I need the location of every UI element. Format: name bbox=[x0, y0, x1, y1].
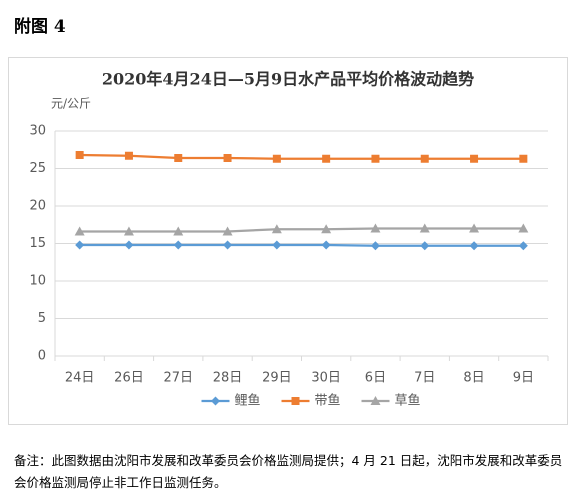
x-tick-label: 24日 bbox=[65, 371, 95, 386]
point bbox=[123, 226, 134, 236]
point bbox=[370, 223, 381, 233]
point bbox=[470, 154, 479, 163]
point bbox=[518, 241, 528, 251]
legend-marker bbox=[291, 397, 300, 405]
point bbox=[223, 240, 233, 250]
heading: 附图 4 bbox=[14, 17, 66, 37]
y-tick-label: 15 bbox=[29, 236, 46, 251]
point bbox=[75, 240, 85, 250]
y-tick-label: 0 bbox=[38, 349, 46, 364]
point bbox=[174, 154, 183, 162]
point bbox=[271, 224, 282, 234]
x-tick-label: 9日 bbox=[513, 371, 534, 386]
point bbox=[75, 151, 84, 159]
series-line bbox=[79, 153, 524, 160]
point bbox=[173, 240, 183, 250]
y-tick-label: 5 bbox=[38, 311, 46, 326]
x-tick-label: 30日 bbox=[311, 371, 341, 386]
point bbox=[469, 241, 479, 251]
point bbox=[371, 154, 380, 163]
point bbox=[124, 240, 134, 250]
x-tick-label: 6日 bbox=[365, 371, 386, 386]
x-tick-label: 7日 bbox=[414, 371, 435, 386]
y-axis-label: 元/公斤 bbox=[51, 97, 91, 111]
legend-marker bbox=[370, 396, 381, 405]
point bbox=[469, 223, 480, 233]
legend-label: 带鱼 bbox=[315, 393, 341, 409]
chart-container: 2020年4月24日—5月9日水产品平均价格波动趋势 元/公斤 0 5 10 15 20… bbox=[8, 57, 569, 430]
chart-border bbox=[8, 57, 568, 425]
series-line bbox=[79, 227, 524, 233]
x-tick-label: 29日 bbox=[262, 371, 292, 386]
point bbox=[173, 226, 184, 236]
x-tick-label: 26日 bbox=[114, 371, 144, 386]
point bbox=[222, 226, 233, 236]
note: 备注：此图数据由沈阳市发展和改革委员会价格监测局提供；4 月 21 日起，沈阳市… bbox=[14, 453, 563, 490]
point bbox=[519, 154, 528, 163]
point bbox=[420, 241, 430, 251]
series-line bbox=[79, 243, 524, 247]
point bbox=[322, 154, 331, 163]
y-tick-label: 20 bbox=[29, 199, 46, 214]
y-tick-label: 10 bbox=[29, 274, 46, 289]
legend-label: 鲤鱼 bbox=[235, 393, 261, 409]
point bbox=[321, 224, 332, 234]
point bbox=[370, 241, 380, 251]
point bbox=[272, 154, 281, 163]
point bbox=[321, 240, 331, 250]
legend-label: 草鱼 bbox=[395, 393, 421, 409]
x-tick-label: 28日 bbox=[213, 371, 243, 386]
x-tick-label: 8日 bbox=[463, 371, 484, 386]
point bbox=[272, 240, 282, 250]
y-tick-label: 25 bbox=[29, 161, 46, 176]
y-tick-label: 30 bbox=[29, 124, 46, 139]
chart-title: 2020年4月24日—5月9日水产品平均价格波动趋势 bbox=[102, 70, 474, 89]
point bbox=[419, 223, 430, 233]
point bbox=[124, 151, 133, 160]
point bbox=[518, 223, 529, 233]
x-tick-label: 27日 bbox=[163, 371, 193, 386]
point bbox=[223, 154, 232, 162]
chart: 2020年4月24日—5月9日水产品平均价格波动趋势 元/公斤 0 5 10 15 20… bbox=[8, 57, 568, 425]
point bbox=[74, 226, 85, 236]
legend-marker bbox=[211, 396, 220, 406]
point bbox=[420, 154, 429, 163]
